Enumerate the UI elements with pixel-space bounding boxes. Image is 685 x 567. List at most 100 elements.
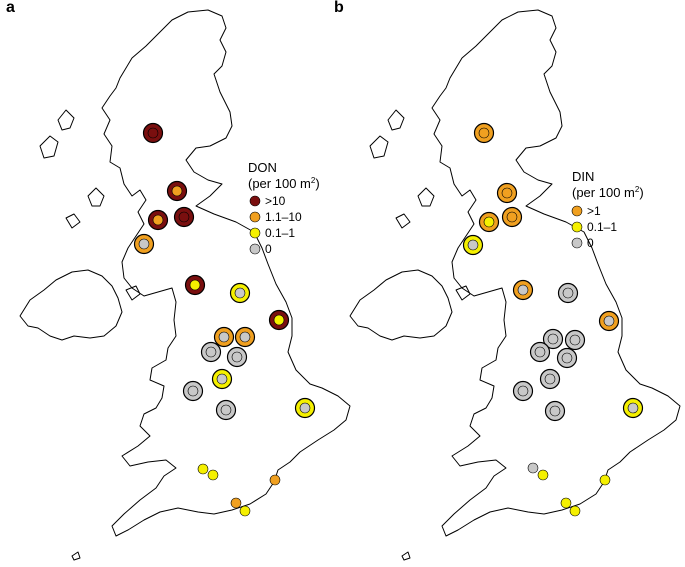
site-marker-core xyxy=(138,238,150,250)
site-marker xyxy=(269,474,281,486)
site-marker-dot xyxy=(269,474,281,486)
great-britain-outline xyxy=(431,9,681,537)
site-marker xyxy=(544,400,566,422)
site-marker xyxy=(239,505,251,517)
site-marker xyxy=(542,328,564,350)
site-marker-core xyxy=(220,404,232,416)
legend-label: 0.1–1 xyxy=(587,220,617,234)
legend-swatch xyxy=(249,243,261,255)
panel-b: b DIN (per 100 m2) >1 0.1–1 0 xyxy=(334,0,681,561)
island-outline xyxy=(71,551,81,561)
site-marker-core xyxy=(231,351,243,363)
site-marker-core xyxy=(467,239,479,251)
site-marker xyxy=(230,497,242,509)
site-marker xyxy=(166,180,188,202)
legend-swatch xyxy=(571,205,583,217)
site-marker-dot xyxy=(599,474,611,486)
site-marker-dot xyxy=(537,469,549,481)
site-marker-core xyxy=(218,331,230,343)
site-markers-b xyxy=(462,122,644,517)
site-marker xyxy=(294,397,316,419)
site-marker xyxy=(478,211,500,233)
great-britain-outline xyxy=(101,9,351,537)
site-marker xyxy=(462,234,484,256)
site-marker-dot xyxy=(239,505,251,517)
site-marker-core xyxy=(517,284,529,296)
legend-swatch xyxy=(249,227,261,239)
island-outline xyxy=(57,109,75,131)
site-marker-core xyxy=(187,385,199,397)
panel-letter-a: a xyxy=(6,0,15,16)
site-marker-core xyxy=(627,402,639,414)
island-outline xyxy=(65,213,81,229)
site-marker-dot xyxy=(207,469,219,481)
site-marker xyxy=(496,182,518,204)
site-marker-core xyxy=(152,214,164,226)
legend-swatch xyxy=(249,211,261,223)
site-marker xyxy=(234,326,256,348)
site-marker xyxy=(473,122,495,144)
site-marker-core xyxy=(189,279,201,291)
site-marker xyxy=(147,209,169,231)
site-marker xyxy=(599,474,611,486)
site-marker-core xyxy=(544,373,556,385)
legend-label: >10 xyxy=(265,194,286,208)
legend-swatch xyxy=(571,237,583,249)
legend-item: 0 xyxy=(249,242,272,256)
site-marker xyxy=(213,326,235,348)
legend-item: >10 xyxy=(249,194,286,208)
site-marker-core xyxy=(216,373,228,385)
site-marker-core xyxy=(299,402,311,414)
island-outline xyxy=(387,109,405,131)
site-marker xyxy=(529,341,551,363)
site-marker xyxy=(564,329,586,351)
island-outline xyxy=(369,135,389,159)
ireland-outline xyxy=(349,269,453,341)
site-marker xyxy=(557,282,579,304)
site-marker xyxy=(173,206,195,228)
site-marker-dot xyxy=(527,462,539,474)
panel-letter-b: b xyxy=(334,0,344,16)
site-marker-dot xyxy=(560,497,572,509)
site-marker xyxy=(527,462,539,474)
site-marker-core xyxy=(483,216,495,228)
site-marker xyxy=(501,206,523,228)
site-marker xyxy=(560,497,572,509)
site-marker-core xyxy=(478,127,490,139)
site-marker xyxy=(133,233,155,255)
legend-item: 1.1–10 xyxy=(249,210,302,224)
site-marker-core xyxy=(569,334,581,346)
site-marker xyxy=(537,469,549,481)
ireland-outline xyxy=(19,269,123,341)
legend-swatch xyxy=(249,195,261,207)
site-marker-core xyxy=(273,314,285,326)
site-marker xyxy=(229,282,251,304)
island-outline xyxy=(39,135,59,159)
site-marker-core xyxy=(506,211,518,223)
island-outline xyxy=(417,187,435,207)
island-outline xyxy=(401,551,411,561)
site-marker-core xyxy=(501,187,513,199)
legend-unit-a: (per 100 m2) xyxy=(248,176,320,191)
site-marker-core xyxy=(534,346,546,358)
legend-label: 0.1–1 xyxy=(265,226,295,240)
site-marker-core xyxy=(562,287,574,299)
site-marker-core xyxy=(178,211,190,223)
site-marker-dot xyxy=(569,505,581,517)
site-marker-core xyxy=(517,385,529,397)
site-marker-dot xyxy=(197,463,209,475)
site-marker xyxy=(268,309,290,331)
site-marker xyxy=(200,341,222,363)
site-marker xyxy=(215,399,237,421)
site-marker-core xyxy=(561,352,573,364)
legend-a: DON (per 100 m2) >10 1.1–10 0.1–1 0 xyxy=(248,160,320,256)
site-marker-dot xyxy=(230,497,242,509)
site-marker-core xyxy=(205,346,217,358)
legend-label: 0 xyxy=(587,236,594,250)
island-outline xyxy=(87,187,105,207)
site-marker xyxy=(226,346,248,368)
site-marker xyxy=(512,279,534,301)
island-outline xyxy=(395,213,411,229)
legend-swatch xyxy=(571,221,583,233)
